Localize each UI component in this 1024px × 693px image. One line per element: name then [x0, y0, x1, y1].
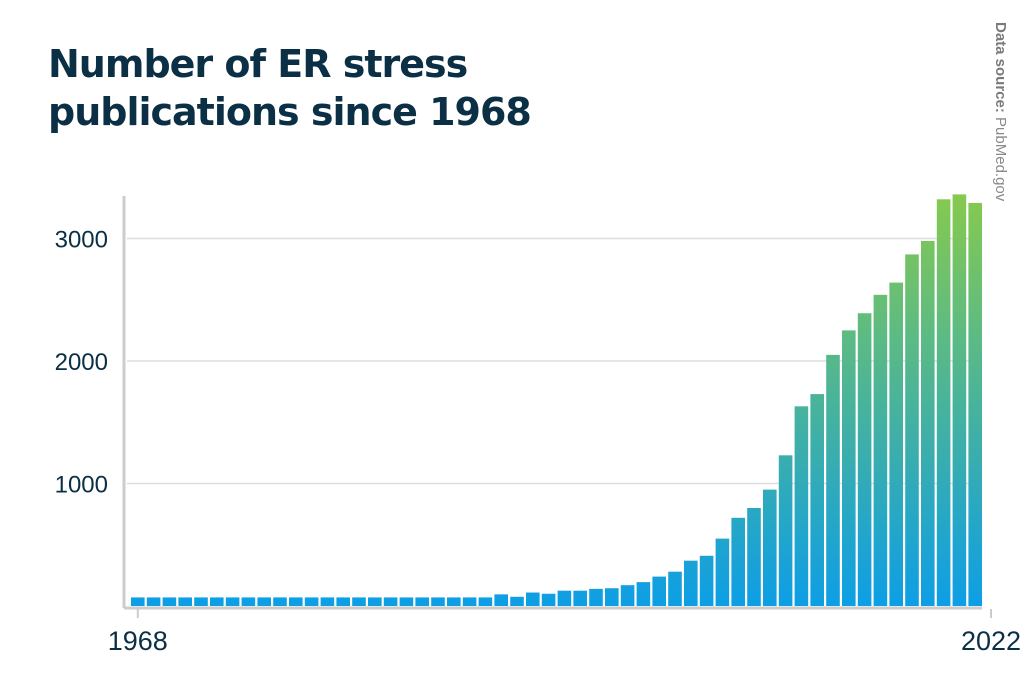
bar-1977	[273, 597, 287, 606]
x-tick-label: 2022	[961, 626, 1021, 656]
bar-2000	[636, 582, 651, 606]
bar-2012	[826, 354, 840, 606]
bar-1994	[541, 593, 556, 606]
bar-2017	[905, 254, 919, 607]
bar-1973	[210, 597, 224, 606]
bar-1975	[241, 597, 256, 606]
bar-1971	[178, 597, 192, 606]
bar-1999	[620, 585, 635, 606]
bar-2015	[873, 294, 888, 606]
bar-1969	[146, 597, 161, 606]
bar-1986	[415, 597, 429, 606]
bar-1982	[352, 597, 366, 606]
bar-1981	[336, 597, 350, 606]
bar-1987	[431, 597, 445, 606]
bar-1968	[131, 597, 145, 606]
bar-2003	[684, 560, 698, 606]
bar-2009	[778, 455, 793, 606]
bar-2002	[668, 571, 682, 606]
data-source-label: Data source:	[992, 22, 1009, 113]
bar-1993	[526, 592, 540, 606]
bar-2019	[936, 199, 951, 607]
tick-labels: 1000 2000 3000 1968 2022	[55, 227, 1021, 657]
bars	[131, 194, 982, 607]
bar-1992	[510, 596, 524, 606]
bar-2020	[952, 194, 967, 606]
bar-2016	[889, 282, 903, 606]
chart-title: Number of ER stress publications since 1…	[48, 42, 532, 134]
y-tick-label: 3000	[55, 227, 108, 254]
bar-1996	[573, 590, 587, 606]
bar-1979	[304, 597, 319, 606]
bar-1976	[257, 597, 271, 606]
bar-1983	[368, 597, 382, 606]
data-source-value: PubMed.gov	[992, 117, 1009, 202]
bar-2018	[921, 240, 935, 606]
bar-2005	[715, 538, 730, 606]
axes	[122, 196, 992, 618]
x-tick-label: 1968	[108, 626, 168, 656]
bar-1970	[162, 597, 177, 606]
bar-1990	[478, 597, 493, 606]
y-tick-label: 2000	[55, 349, 108, 376]
bar-2006	[731, 517, 745, 606]
bar-2007	[747, 508, 761, 606]
bar-1995	[557, 590, 572, 606]
bar-1980	[320, 597, 335, 606]
bar-1989	[462, 597, 477, 606]
bar-1985	[399, 597, 414, 606]
bar-1998	[605, 588, 619, 606]
data-source: Data source: PubMed.gov	[992, 22, 1009, 201]
bar-1988	[447, 597, 461, 606]
bar-2010	[794, 406, 809, 606]
bar-1978	[289, 597, 303, 606]
bar-2013	[842, 330, 856, 606]
bar-1974	[225, 597, 240, 606]
bar-1991	[494, 594, 508, 606]
bar-2004	[699, 555, 714, 606]
y-tick-label: 1000	[55, 472, 108, 499]
bar-2001	[652, 576, 666, 606]
bar-1997	[589, 588, 603, 606]
bar-1984	[383, 597, 398, 606]
bar-2011	[810, 394, 824, 606]
bar-2008	[763, 489, 777, 606]
bar-2021	[968, 202, 982, 606]
bar-2014	[857, 313, 872, 606]
bar-1972	[194, 597, 208, 606]
